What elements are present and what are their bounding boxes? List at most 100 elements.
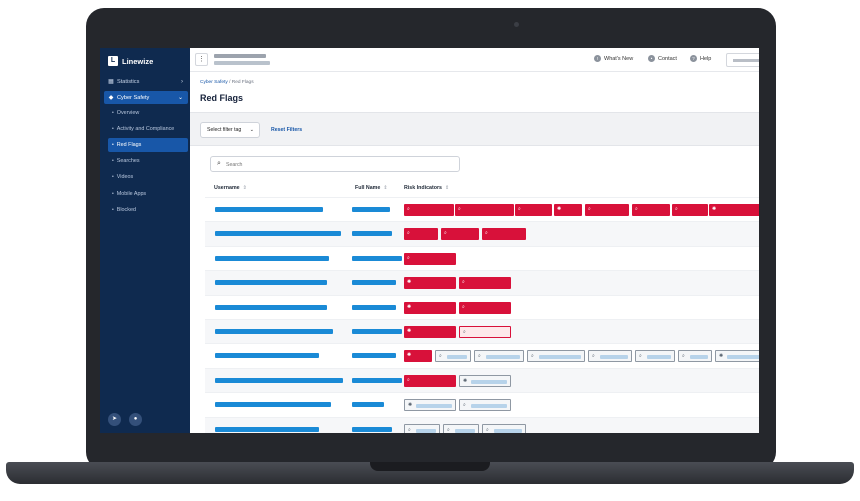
- search-icon: ⌕: [485, 230, 488, 237]
- table-row[interactable]: ⌕ ⌕ ⌕: [205, 221, 759, 246]
- risk-indicator-tag[interactable]: ⌕: [441, 228, 479, 241]
- reset-filters-button[interactable]: Reset Filters: [271, 127, 303, 133]
- search-input[interactable]: [226, 159, 446, 170]
- risk-indicator-tag[interactable]: ✺: [709, 204, 759, 216]
- risk-indicator-tag[interactable]: ⌕: [459, 399, 511, 412]
- username-redacted[interactable]: [215, 328, 333, 334]
- username-redacted[interactable]: [215, 231, 341, 237]
- more-icon[interactable]: ⋮: [195, 53, 208, 66]
- table-row[interactable]: ⌕ ⌕ ⌕ ✺ ⌕ ⌕ ⌕ ✺: [205, 197, 759, 221]
- column-header-full-name[interactable]: Full Name ⇕: [355, 185, 388, 191]
- sidebar-sub-searches[interactable]: • Searches: [112, 158, 140, 164]
- send-icon[interactable]: ➤: [108, 413, 121, 426]
- username-redacted[interactable]: [215, 207, 323, 212]
- table-row[interactable]: ✺ ⌕: [205, 392, 759, 416]
- sidebar-sub-activity[interactable]: • Activity and Compliance: [112, 126, 175, 132]
- sidebar-sub-red-flags[interactable]: • Red Flags: [108, 138, 188, 152]
- risk-indicator-tag[interactable]: ✺: [404, 399, 456, 412]
- risk-indicator-tag[interactable]: ⌕: [404, 228, 438, 241]
- risk-indicator-tag[interactable]: ✺: [404, 277, 456, 290]
- search-icon: ⌕: [407, 254, 410, 261]
- risk-indicator-tag[interactable]: ⌕: [588, 350, 632, 363]
- whats-new-link[interactable]: ! What's New: [594, 55, 633, 62]
- globe-icon: ✺: [407, 327, 412, 334]
- search-field[interactable]: ⌕: [210, 156, 460, 172]
- risk-indicator-tag[interactable]: ⌕: [459, 301, 511, 314]
- help-link[interactable]: ? Help: [690, 55, 711, 62]
- username-redacted[interactable]: [215, 255, 329, 261]
- risk-indicator-tag[interactable]: ⌕: [459, 325, 511, 338]
- risk-indicator-tag[interactable]: ⌕: [482, 423, 526, 433]
- table-row[interactable]: ⌕ ⌕ ⌕: [205, 416, 759, 433]
- sidebar-sub-videos[interactable]: • Videos: [112, 174, 134, 180]
- username-redacted[interactable]: [215, 304, 327, 310]
- breadcrumb: Cyber Safety / Red Flags: [200, 80, 254, 85]
- breadcrumb-parent[interactable]: Cyber Safety: [200, 80, 228, 85]
- table-row[interactable]: ✺ ⌕: [205, 294, 759, 319]
- username-redacted[interactable]: [215, 402, 331, 408]
- risk-indicator-tag[interactable]: ⌕: [672, 204, 708, 216]
- sidebar-item-cyber-safety[interactable]: ◆ Cyber Safety ⌄: [104, 91, 188, 104]
- full-name-redacted: [352, 377, 402, 383]
- risk-indicator-tag[interactable]: ⌕: [527, 350, 585, 363]
- table-row[interactable]: ⌕ ✺: [205, 367, 759, 393]
- app-screen: L Linewize ▦ Statistics › ◆ Cyber Safety…: [100, 48, 759, 433]
- chevron-down-icon: ⌄: [249, 127, 254, 133]
- risk-indicator-tag[interactable]: ✺: [404, 301, 456, 314]
- chat-icon: •: [648, 55, 655, 62]
- risk-indicator-tag[interactable]: ⌕: [404, 374, 456, 387]
- sidebar-sub-blocked[interactable]: • Blocked: [112, 207, 136, 213]
- column-header-risk-indicators[interactable]: Risk Indicators ⇕: [404, 185, 449, 191]
- risk-indicator-tag[interactable]: ✺: [404, 350, 432, 363]
- risk-indicator-tag[interactable]: ⌕: [404, 252, 456, 265]
- username-redacted[interactable]: [215, 426, 319, 432]
- full-name-redacted: [352, 304, 396, 310]
- risk-indicator-tag[interactable]: ⌕: [404, 204, 454, 216]
- risk-indicator-tag[interactable]: ⌕: [474, 350, 524, 363]
- chevron-right-icon: ›: [181, 78, 183, 85]
- risk-indicator-tag[interactable]: ⌕: [404, 423, 440, 433]
- laptop-notch: [370, 462, 490, 471]
- sidebar-item-label: Statistics: [117, 78, 140, 85]
- search-icon: ⌕: [478, 353, 481, 360]
- risk-indicator-tag[interactable]: ⌕: [632, 204, 670, 216]
- brand-logo[interactable]: L Linewize: [108, 54, 153, 68]
- username-redacted[interactable]: [215, 377, 343, 383]
- account-menu[interactable]: [726, 53, 759, 67]
- risk-indicator-tag[interactable]: ⌕: [678, 350, 712, 363]
- sidebar-sub-label: Activity and Compliance: [116, 126, 175, 132]
- globe-icon: ✺: [407, 279, 412, 286]
- full-name-redacted: [352, 353, 396, 359]
- column-header-username[interactable]: Username ⇕: [214, 185, 247, 191]
- risk-indicator-tag[interactable]: ✺: [459, 374, 511, 387]
- sidebar-sub-mobile-apps[interactable]: • Mobile Apps: [112, 191, 147, 197]
- filter-tag-select[interactable]: Select filter tag ⌄: [200, 122, 260, 138]
- sidebar-item-statistics[interactable]: ▦ Statistics ›: [104, 75, 188, 88]
- risk-indicator-tag[interactable]: ✺: [715, 350, 759, 363]
- risk-indicator-tag[interactable]: ⌕: [585, 204, 629, 216]
- contact-link[interactable]: • Contact: [648, 55, 677, 62]
- username-redacted[interactable]: [215, 280, 327, 286]
- risk-indicator-tag[interactable]: ✺: [554, 204, 582, 216]
- search-icon: ⌕: [463, 328, 466, 335]
- full-name-redacted: [352, 231, 392, 237]
- table-row[interactable]: ✺ ⌕ ⌕ ⌕ ⌕ ⌕ ⌕ ✺: [205, 343, 759, 367]
- whats-new-label: What's New: [604, 55, 634, 62]
- table-row[interactable]: ✺ ⌕: [205, 270, 759, 295]
- search-icon: ⌕: [463, 402, 466, 409]
- tag-text-redacted: [471, 379, 507, 384]
- risk-indicator-tag[interactable]: ⌕: [482, 228, 526, 241]
- risk-indicator-tag[interactable]: ⌕: [635, 350, 675, 363]
- risk-indicator-tag[interactable]: ⌕: [435, 350, 471, 363]
- username-redacted[interactable]: [215, 353, 319, 359]
- risk-indicator-tag[interactable]: ⌕: [443, 423, 479, 433]
- user-icon[interactable]: ●: [129, 413, 142, 426]
- sidebar-sub-overview[interactable]: • Overview: [112, 110, 140, 116]
- risk-indicator-tag[interactable]: ⌕: [459, 277, 511, 290]
- table-row[interactable]: ✺ ⌕: [205, 318, 759, 344]
- risk-indicator-tag[interactable]: ✺: [404, 325, 456, 338]
- risk-indicator-tag[interactable]: ⌕: [515, 204, 552, 216]
- risk-indicator-tag[interactable]: ⌕: [455, 204, 514, 216]
- help-icon: ?: [690, 55, 697, 62]
- table-row[interactable]: ⌕: [205, 245, 759, 270]
